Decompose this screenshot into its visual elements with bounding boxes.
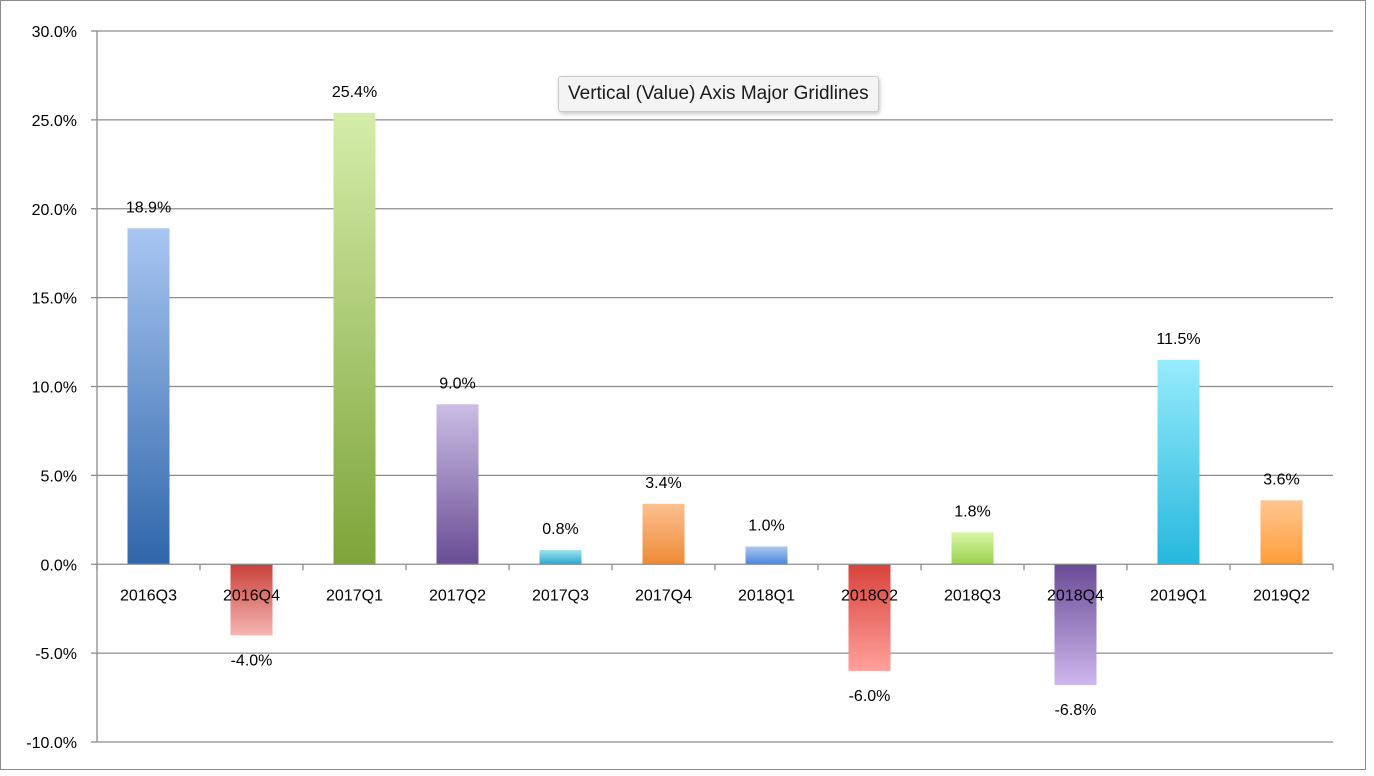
chart-element-tooltip: Vertical (Value) Axis Major Gridlines [558,76,879,112]
data-label[interactable]: 3.4% [645,475,681,492]
data-series-bars[interactable] [127,112,1303,686]
y-tick-label: 5.0% [41,468,77,485]
data-label[interactable]: 1.0% [748,517,784,534]
bar-2016Q3[interactable] [127,228,170,565]
data-label[interactable]: -4.0% [231,652,273,669]
x-tick-label: 2019Q2 [1253,587,1310,604]
bar-2018Q4[interactable] [1054,564,1097,686]
data-label[interactable]: 9.0% [439,375,475,392]
data-label[interactable]: 11.5% [1156,331,1200,348]
x-tick-label: 2018Q3 [944,587,1001,604]
x-tick-label: 2018Q2 [841,587,898,604]
bar-2019Q2[interactable] [1260,500,1303,565]
bar-2017Q1[interactable] [333,112,376,565]
y-tick-label: 25.0% [32,113,77,130]
y-tick-label: 15.0% [32,291,77,308]
data-label[interactable]: 25.4% [332,84,377,101]
bar-2017Q2[interactable] [436,404,479,565]
x-tick-label: 2016Q4 [223,587,280,604]
y-tick-label: 10.0% [32,380,77,397]
x-tick-label: 2018Q4 [1047,587,1104,604]
data-label[interactable]: -6.8% [1055,702,1097,719]
data-labels[interactable]: 18.9% -4.0% 25.4% 9.0% 0.8% 3.4% 1.0% -6.0% 1.8%… [126,84,1300,719]
x-tick-label: 2017Q4 [635,587,692,604]
x-tick-label: 2019Q1 [1150,587,1207,604]
bar-2017Q4[interactable] [642,503,685,565]
bar-2016Q4[interactable] [230,564,273,636]
y-tick-label: 30.0% [32,24,77,41]
bar-2018Q3[interactable] [951,532,994,565]
y-tick-label: 0.0% [41,557,77,574]
y-tick-label: 20.0% [32,202,77,219]
x-tick-label: 2017Q3 [532,587,589,604]
y-tick-label: -10.0% [26,735,77,752]
value-axis-gridlines[interactable] [97,30,1333,743]
data-label[interactable]: 1.8% [954,503,990,520]
data-label[interactable]: 18.9% [126,199,171,216]
y-tick-label: -5.0% [35,646,77,663]
data-label[interactable]: 0.8% [542,521,578,538]
vertical-value-axis[interactable]: 30.0% 25.0% 20.0% 15.0% 10.0% 5.0% 0.0% -5.0% -1… [26,24,98,752]
x-tick-label: 2018Q1 [738,587,795,604]
bar-2019Q1[interactable] [1157,359,1200,565]
x-tick-label: 2017Q2 [429,587,486,604]
bar-2018Q1[interactable] [745,546,788,565]
x-tick-label: 2016Q3 [120,587,177,604]
bar-2018Q2[interactable] [848,564,891,671]
horizontal-category-axis[interactable]: 2016Q3 2016Q4 2017Q1 2017Q2 2017Q3 2017Q4 2018… [96,563,1334,604]
bar-2017Q3[interactable] [539,550,582,565]
data-label[interactable]: -6.0% [849,688,891,705]
x-tick-label: 2017Q1 [326,587,383,604]
data-label[interactable]: 3.6% [1263,471,1299,488]
